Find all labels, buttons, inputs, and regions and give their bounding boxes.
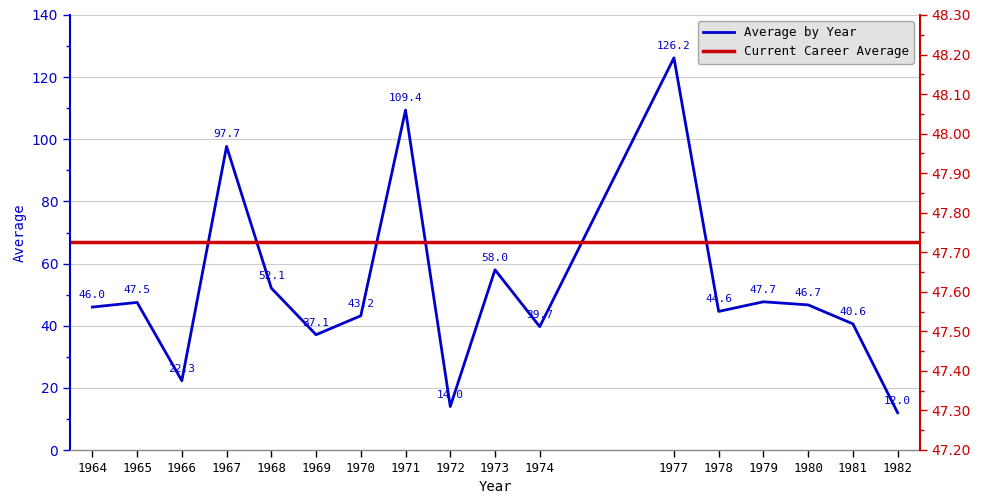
Line: Average by Year: Average by Year: [92, 58, 898, 412]
Average by Year: [310, 332, 322, 338]
Text: 40.6: 40.6: [839, 307, 866, 317]
Average by Year: [892, 410, 904, 416]
Text: 37.1: 37.1: [303, 318, 330, 328]
Average by Year: [534, 324, 546, 330]
Text: 46.7: 46.7: [795, 288, 822, 298]
Text: 47.7: 47.7: [750, 285, 777, 295]
Legend: Average by Year, Current Career Average: Average by Year, Current Career Average: [698, 21, 914, 63]
Average by Year: [444, 404, 456, 409]
Text: 39.7: 39.7: [526, 310, 553, 320]
Average by Year: [489, 267, 501, 273]
Text: 46.0: 46.0: [79, 290, 106, 300]
Average by Year: [221, 144, 233, 150]
Average by Year: [847, 321, 859, 327]
Text: 58.0: 58.0: [482, 253, 509, 263]
Text: 22.3: 22.3: [168, 364, 195, 374]
Text: 52.1: 52.1: [258, 271, 285, 281]
Text: 44.6: 44.6: [705, 294, 732, 304]
Average by Year: [86, 304, 98, 310]
Average by Year: [757, 299, 769, 305]
Text: 12.0: 12.0: [884, 396, 911, 406]
Average by Year: [713, 308, 725, 314]
Average by Year: [131, 300, 143, 306]
Text: 126.2: 126.2: [657, 41, 691, 51]
Average by Year: [265, 285, 277, 291]
Average by Year: [400, 107, 412, 113]
Text: 47.5: 47.5: [124, 286, 151, 296]
Text: 43.2: 43.2: [347, 299, 374, 309]
Text: 97.7: 97.7: [213, 130, 240, 140]
Average by Year: [668, 55, 680, 61]
X-axis label: Year: Year: [478, 480, 512, 494]
Average by Year: [802, 302, 814, 308]
Text: 109.4: 109.4: [389, 93, 422, 103]
Average by Year: [176, 378, 188, 384]
Y-axis label: Average: Average: [12, 203, 26, 262]
Average by Year: [355, 313, 367, 319]
Text: 14.0: 14.0: [437, 390, 464, 400]
